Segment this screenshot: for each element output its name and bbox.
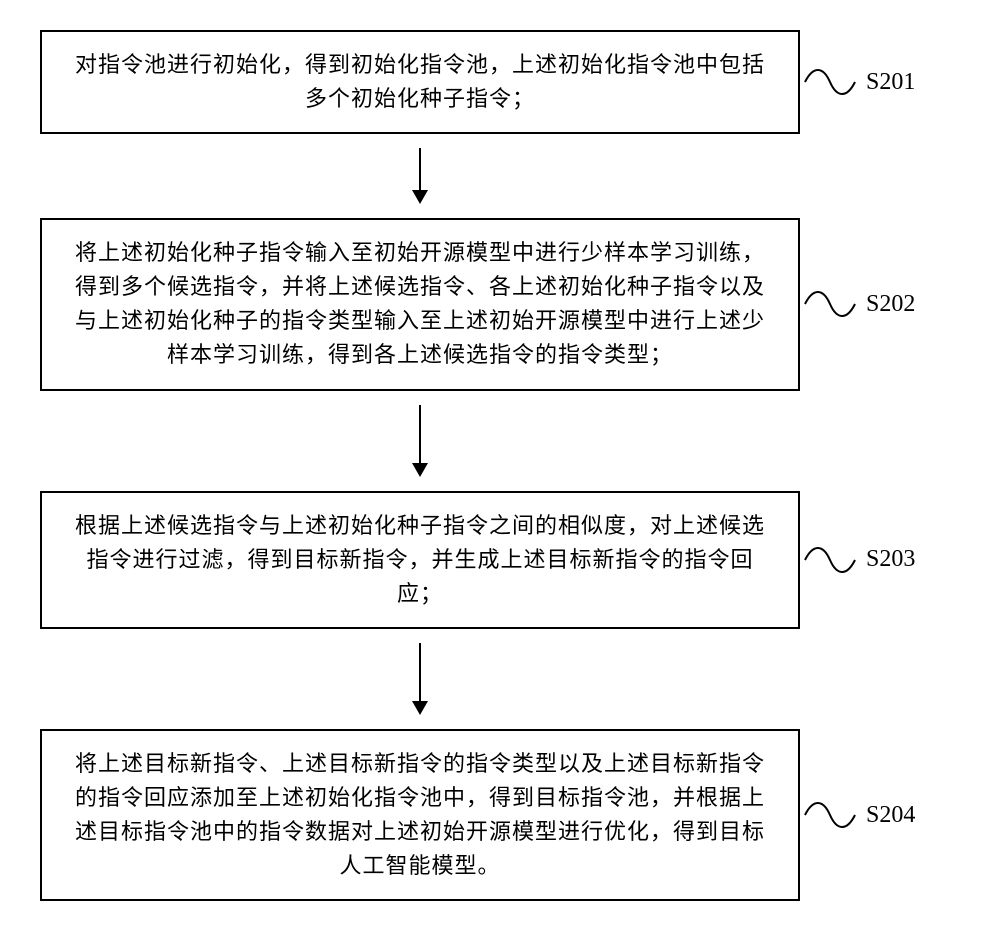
- flow-step-row: 将上述目标新指令、上述目标新指令的指令类型以及上述目标新指令的指令回应添加至上述…: [40, 729, 960, 901]
- arrow-wrap: [40, 391, 800, 491]
- step-box-s201: 对指令池进行初始化，得到初始化指令池，上述初始化指令池中包括多个初始化种子指令；: [40, 30, 800, 134]
- step-box-s202: 将上述初始化种子指令输入至初始开源模型中进行少样本学习训练，得到多个候选指令，并…: [40, 218, 800, 390]
- connector-sine: [800, 286, 860, 322]
- step-text: 对指令池进行初始化，得到初始化指令池，上述初始化指令池中包括多个初始化种子指令；: [75, 52, 765, 111]
- step-label: S203: [860, 546, 960, 573]
- step-text: 根据上述候选指令与上述初始化种子指令之间的相似度，对上述候选指令进行过滤，得到目…: [75, 513, 765, 606]
- connector-sine: [800, 797, 860, 833]
- sine-icon: [803, 542, 857, 578]
- arrow-wrap: [40, 134, 800, 218]
- down-arrow-icon: [408, 148, 432, 204]
- sine-icon: [803, 64, 857, 100]
- step-box-s203: 根据上述候选指令与上述初始化种子指令之间的相似度，对上述候选指令进行过滤，得到目…: [40, 491, 800, 629]
- step-label: S204: [860, 802, 960, 829]
- step-label: S202: [860, 291, 960, 318]
- arrow-wrap: [40, 629, 800, 729]
- sine-icon: [803, 286, 857, 322]
- step-box-s204: 将上述目标新指令、上述目标新指令的指令类型以及上述目标新指令的指令回应添加至上述…: [40, 729, 800, 901]
- connector-sine: [800, 542, 860, 578]
- step-text: 将上述初始化种子指令输入至初始开源模型中进行少样本学习训练，得到多个候选指令，并…: [75, 240, 765, 367]
- flow-step-row: 将上述初始化种子指令输入至初始开源模型中进行少样本学习训练，得到多个候选指令，并…: [40, 218, 960, 390]
- flowchart-container: 对指令池进行初始化，得到初始化指令池，上述初始化指令池中包括多个初始化种子指令；…: [40, 30, 960, 901]
- flow-step-row: 根据上述候选指令与上述初始化种子指令之间的相似度，对上述候选指令进行过滤，得到目…: [40, 491, 960, 629]
- step-label: S201: [860, 69, 960, 96]
- down-arrow-icon: [408, 405, 432, 477]
- step-text: 将上述目标新指令、上述目标新指令的指令类型以及上述目标新指令的指令回应添加至上述…: [75, 751, 765, 878]
- connector-sine: [800, 64, 860, 100]
- down-arrow-icon: [408, 643, 432, 715]
- sine-icon: [803, 797, 857, 833]
- flow-step-row: 对指令池进行初始化，得到初始化指令池，上述初始化指令池中包括多个初始化种子指令；…: [40, 30, 960, 134]
